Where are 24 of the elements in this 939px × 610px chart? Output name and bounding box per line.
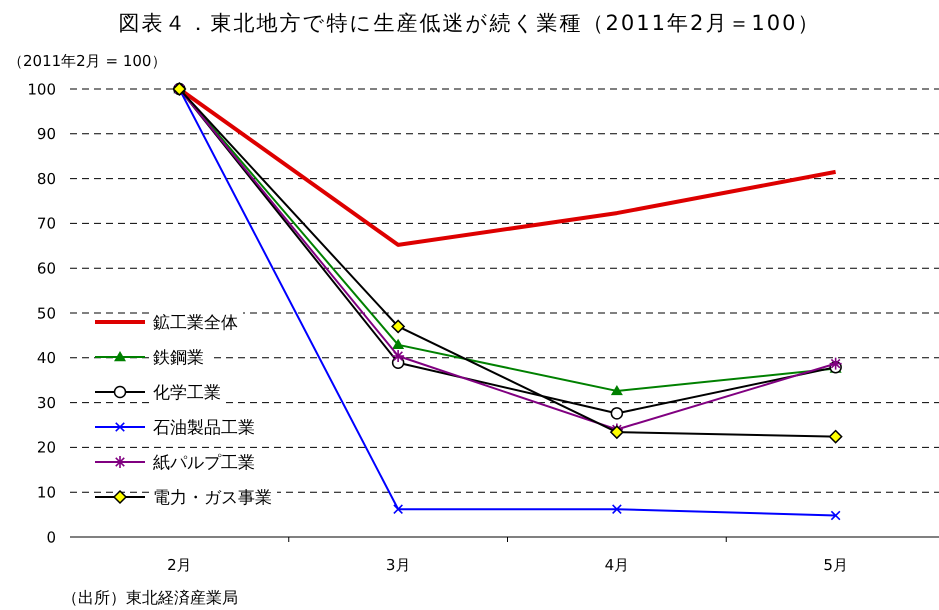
text: （出所）東北経済産業局	[62, 588, 238, 607]
legend-label: 鉄鋼業	[153, 348, 204, 368]
y-tick-label: 100	[27, 80, 56, 98]
y-tick-label: 50	[36, 304, 56, 322]
y-tick-label: 10	[36, 483, 56, 502]
y-tick-label: 40	[36, 349, 56, 368]
y-tick-label: 80	[36, 170, 56, 188]
x-tick-label: 3月	[386, 556, 410, 574]
y-tick-label: 30	[36, 394, 56, 412]
x-tick-label: 4月	[604, 556, 630, 574]
y-tick-label: 90	[36, 125, 56, 144]
y-tick-label: 70	[36, 214, 56, 233]
legend-label: 電力・ガス事業	[153, 488, 272, 508]
legend-label: 石油製品工業	[153, 418, 255, 438]
legend-label: 化学工業	[153, 382, 221, 403]
x-tick-label: 5月	[823, 556, 848, 574]
y-tick-label: 20	[36, 438, 56, 457]
y-tick-label: 0	[46, 528, 56, 546]
legend-label: 紙パルプ工業	[153, 452, 255, 473]
chart-title: 図表４．東北地方で特に生産低迷が続く業種（2011年2月＝100）	[118, 11, 820, 35]
y-axis-title: （2011年2月 = 100）	[8, 52, 166, 70]
y-tick-label: 60	[36, 259, 56, 278]
x-tick-label: 2月	[167, 556, 192, 574]
legend-label: 鉱工業全体	[153, 312, 238, 333]
